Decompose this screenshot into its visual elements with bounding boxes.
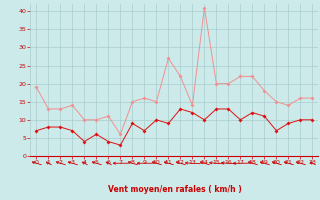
X-axis label: Vent moyen/en rafales ( km/h ): Vent moyen/en rafales ( km/h ) <box>108 185 241 194</box>
